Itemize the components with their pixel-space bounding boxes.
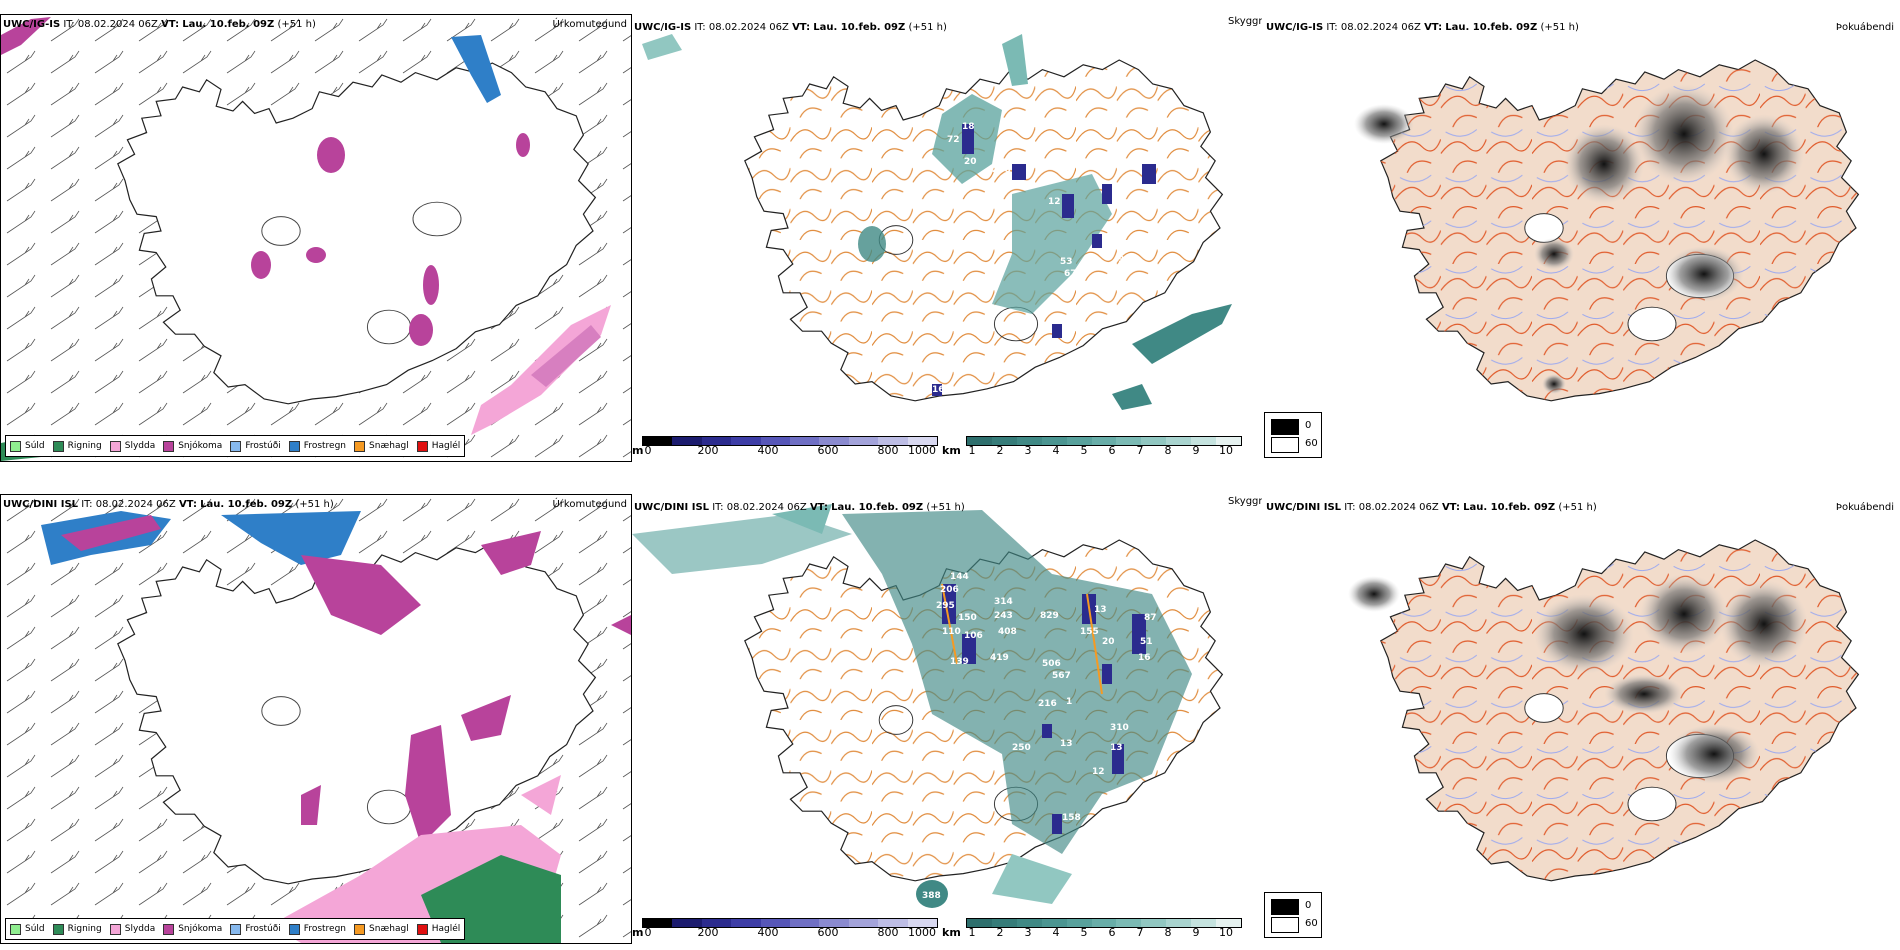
panel-title: Skyggni bbox=[1228, 16, 1262, 27]
visibility-colorbar-m: m 0 200 400 600 800 1000 bbox=[632, 918, 938, 940]
visibility-panel-row1: UWC/IG-IS IT: 08.02.2024 06Z VT: Lau. 10… bbox=[632, 14, 1262, 462]
fog-legend-row1: 0 60 bbox=[1264, 412, 1322, 458]
svg-text:155: 155 bbox=[1080, 627, 1099, 637]
svg-text:671: 671 bbox=[1064, 269, 1083, 279]
visibility-colorbar-m: m 0 200 400 600 800 1000 bbox=[632, 436, 938, 458]
svg-text:12: 12 bbox=[1092, 767, 1105, 777]
panel-header: UWC/DINI ISL IT: 08.02.2024 06Z VT: Lau.… bbox=[1266, 502, 1597, 513]
precip-legend: Súld Rigning Slydda Snjókoma Frostúði Fr… bbox=[5, 435, 466, 457]
svg-text:72: 72 bbox=[947, 135, 960, 145]
svg-text:13: 13 bbox=[1110, 743, 1123, 753]
svg-text:248: 248 bbox=[992, 165, 1011, 175]
visibility-colorbar-km: km 1 2 3 4 5 6 7 8 9 10 bbox=[942, 918, 1242, 940]
colorbar-strip bbox=[966, 436, 1242, 446]
svg-text:829: 829 bbox=[1040, 611, 1059, 621]
legend-item-rigning: Rigning bbox=[52, 923, 102, 935]
svg-text:110: 110 bbox=[942, 627, 961, 637]
svg-text:13: 13 bbox=[1060, 739, 1073, 749]
visibility-map: 18 72 20 248 12 53 671 97 16 16 5 bbox=[642, 34, 1232, 410]
legend-item-frostudi: Frostúði bbox=[230, 923, 281, 935]
fog-map bbox=[1354, 59, 1860, 402]
visibility-labels-row2: 144 206 295 150 110 106 139 314 243 408 … bbox=[922, 572, 1157, 901]
visibility-colorbar-km: km 1 2 3 4 5 6 7 8 9 10 bbox=[942, 436, 1242, 458]
panel-title: Úrkomutegund bbox=[552, 19, 627, 30]
svg-text:243: 243 bbox=[994, 611, 1013, 621]
svg-text:310: 310 bbox=[1110, 723, 1129, 733]
legend-item-frostudi: Frostúði bbox=[230, 440, 281, 452]
legend-item-sudl: Súld bbox=[10, 440, 45, 452]
precip-areas bbox=[41, 511, 631, 943]
fog-panel-row2: UWC/DINI ISL IT: 08.02.2024 06Z VT: Lau.… bbox=[1264, 494, 1900, 892]
svg-text:16: 16 bbox=[1062, 325, 1075, 335]
svg-text:20: 20 bbox=[964, 157, 977, 167]
colorbar-strip bbox=[642, 436, 938, 446]
svg-text:216: 216 bbox=[1038, 699, 1057, 709]
svg-text:506: 506 bbox=[1042, 659, 1061, 669]
svg-text:16: 16 bbox=[1138, 653, 1151, 663]
svg-text:106: 106 bbox=[964, 631, 983, 641]
panel-title: Þokuábendi bbox=[1835, 22, 1894, 33]
svg-text:158: 158 bbox=[1062, 813, 1081, 823]
legend-item-snjokoma: Snjókoma bbox=[163, 923, 222, 935]
svg-text:16: 16 bbox=[932, 385, 945, 395]
svg-text:419: 419 bbox=[990, 653, 1009, 663]
svg-text:144: 144 bbox=[950, 572, 969, 582]
fog-map bbox=[1348, 539, 1860, 882]
fog-legend-row2: 0 60 bbox=[1264, 892, 1322, 938]
precip-panel-row1: UWC/IG-IS IT: 08.02.2024 06Z VT: Lau. 10… bbox=[0, 14, 632, 462]
colorbar-strip bbox=[642, 918, 938, 928]
precip-map bbox=[1, 495, 631, 943]
fog-areas bbox=[1348, 574, 1808, 784]
legend-item-slydda: Slydda bbox=[109, 440, 155, 452]
precip-map bbox=[1, 15, 631, 461]
svg-text:150: 150 bbox=[958, 613, 977, 623]
panel-header: UWC/DINI ISL IT: 08.02.2024 06Z VT: Lau.… bbox=[3, 499, 334, 510]
svg-text:53: 53 bbox=[1060, 257, 1073, 267]
panel-header: UWC/IG-IS IT: 08.02.2024 06Z VT: Lau. 10… bbox=[634, 22, 947, 33]
svg-text:206: 206 bbox=[940, 585, 959, 595]
svg-text:1: 1 bbox=[1066, 697, 1072, 707]
legend-item-haglel: Haglél bbox=[416, 440, 460, 452]
visibility-areas bbox=[632, 504, 1192, 908]
svg-text:97: 97 bbox=[1118, 255, 1131, 265]
legend-item-frostregn: Frostregn bbox=[288, 923, 346, 935]
fog-panel-row1: UWC/IG-IS IT: 08.02.2024 06Z VT: Lau. 10… bbox=[1264, 14, 1900, 414]
legend-item-frostregn: Frostregn bbox=[288, 440, 346, 452]
visibility-areas bbox=[642, 34, 1232, 410]
panel-title: Þokuábendi bbox=[1835, 502, 1894, 513]
legend-item-haglel: Haglél bbox=[416, 923, 460, 935]
svg-text:295: 295 bbox=[936, 601, 955, 611]
svg-text:87: 87 bbox=[1144, 613, 1157, 623]
svg-text:20: 20 bbox=[1102, 637, 1115, 647]
legend-item-slydda: Slydda bbox=[109, 923, 155, 935]
panel-header: UWC/IG-IS IT: 08.02.2024 06Z VT: Lau. 10… bbox=[3, 19, 316, 30]
fog-areas bbox=[1354, 84, 1804, 394]
svg-text:567: 567 bbox=[1052, 671, 1071, 681]
legend-item-rigning: Rigning bbox=[52, 440, 102, 452]
svg-text:51: 51 bbox=[1140, 637, 1153, 647]
svg-text:13: 13 bbox=[1094, 605, 1107, 615]
svg-text:12: 12 bbox=[1048, 197, 1061, 207]
visibility-panel-row2: UWC/DINI ISL IT: 08.02.2024 06Z VT: Lau.… bbox=[632, 494, 1262, 946]
svg-text:5: 5 bbox=[1148, 142, 1154, 152]
legend-item-snjokoma: Snjókoma bbox=[163, 440, 222, 452]
svg-text:408: 408 bbox=[998, 627, 1017, 637]
svg-text:250: 250 bbox=[1012, 743, 1031, 753]
svg-text:388: 388 bbox=[922, 891, 941, 901]
panel-title: Úrkomutegund bbox=[552, 499, 627, 510]
precip-panel-row2: UWC/DINI ISL IT: 08.02.2024 06Z VT: Lau.… bbox=[0, 494, 632, 944]
legend-item-snaehagl: Snæhagl bbox=[354, 440, 409, 452]
visibility-map: 144 206 295 150 110 106 139 314 243 408 … bbox=[632, 504, 1224, 908]
panel-title: Skyggni bbox=[1228, 496, 1262, 507]
legend-item-sudl: Súld bbox=[10, 923, 45, 935]
visibility-labels-row1: 18 72 20 248 12 53 671 97 16 16 5 bbox=[932, 122, 1154, 395]
panel-header: UWC/DINI ISL IT: 08.02.2024 06Z VT: Lau.… bbox=[634, 502, 965, 513]
precip-legend: Súld Rigning Slydda Snjókoma Frostúði Fr… bbox=[5, 918, 466, 940]
colorbar-strip bbox=[966, 918, 1242, 928]
svg-text:18: 18 bbox=[962, 122, 975, 132]
legend-item-snaehagl: Snæhagl bbox=[354, 923, 409, 935]
svg-text:139: 139 bbox=[950, 657, 969, 667]
svg-text:314: 314 bbox=[994, 597, 1013, 607]
panel-header: UWC/IG-IS IT: 08.02.2024 06Z VT: Lau. 10… bbox=[1266, 22, 1579, 33]
